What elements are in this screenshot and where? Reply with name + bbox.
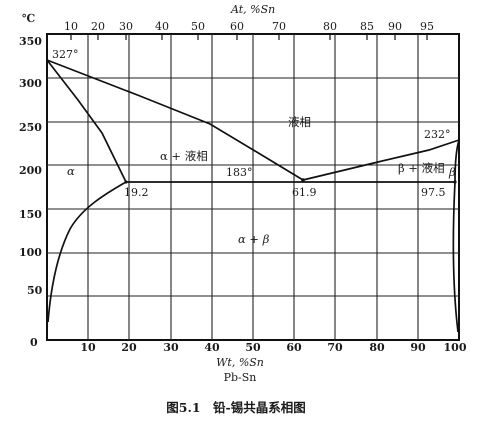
top-tick-30: 30 [119, 20, 133, 33]
horizontal-gridlines [47, 77, 459, 297]
bottom-tick-30: 30 [163, 341, 179, 354]
solvus-beta [452, 181, 459, 333]
bottom-tick-20: 20 [121, 341, 137, 354]
liquidus-sn-side [302, 139, 460, 181]
y-tick-50: 50 [27, 284, 43, 297]
y-tick-300: 300 [19, 77, 42, 90]
bottom-tick-80: 80 [369, 341, 385, 354]
bottom-tick-100: 100 [444, 341, 467, 354]
sn-melting-label: 232° [424, 128, 451, 141]
beta-region-label: β [448, 165, 456, 179]
figure-caption: 图5.1 铅-锡共晶系相图 [166, 400, 305, 415]
y-tick-100: 100 [19, 246, 42, 259]
bottom-tick-90: 90 [410, 341, 426, 354]
eutectic-comp-label: 61.9 [292, 186, 317, 199]
solvus-alpha [47, 181, 127, 323]
top-axis-ticks [70, 34, 428, 40]
y-tick-0: 0 [30, 336, 38, 349]
liquidus-pb-side [46, 59, 304, 181]
top-tick-50: 50 [191, 20, 205, 33]
y-axis-unit: ℃ [22, 12, 35, 25]
bottom-axis-title: Wt, %Sn [216, 356, 264, 369]
top-tick-85: 85 [360, 20, 374, 33]
vertical-gridlines [87, 34, 419, 340]
solidus-beta [454, 139, 460, 183]
top-axis-title: At, %Sn [230, 3, 275, 16]
top-tick-40: 40 [155, 20, 169, 33]
top-tick-95: 95 [420, 20, 434, 33]
bottom-tick-10: 10 [80, 341, 96, 354]
alpha-region-label: α [67, 164, 75, 178]
pb-melting-label: 327° [52, 48, 79, 61]
point-marks [124, 178, 457, 184]
alpha-limit-label: 19.2 [124, 186, 149, 199]
bottom-tick-60: 60 [286, 341, 302, 354]
bottom-tick-70: 70 [327, 341, 343, 354]
top-tick-90: 90 [388, 20, 402, 33]
system-label: Pb-Sn [224, 371, 257, 384]
top-tick-10: 10 [64, 20, 78, 33]
bottom-tick-40: 40 [204, 341, 220, 354]
solidus-alpha [46, 59, 127, 183]
alpha-liquid-region-label: α + 液相 [160, 149, 208, 163]
y-tick-250: 250 [19, 121, 42, 134]
top-tick-80: 80 [323, 20, 337, 33]
bottom-tick-50: 50 [245, 341, 261, 354]
beta-limit-label: 97.5 [421, 186, 446, 199]
y-tick-200: 200 [19, 164, 42, 177]
top-tick-20: 20 [91, 20, 105, 33]
alpha-beta-region-label: α + β [238, 232, 270, 246]
y-tick-350: 350 [19, 35, 42, 48]
top-tick-70: 70 [272, 20, 286, 33]
beta-liquid-region-label: β + 液相 [398, 161, 445, 175]
y-tick-150: 150 [19, 208, 42, 221]
top-tick-60: 60 [230, 20, 244, 33]
liquid-region-label: 液相 [288, 115, 311, 129]
eutectic-temp-label: 183° [226, 166, 253, 179]
